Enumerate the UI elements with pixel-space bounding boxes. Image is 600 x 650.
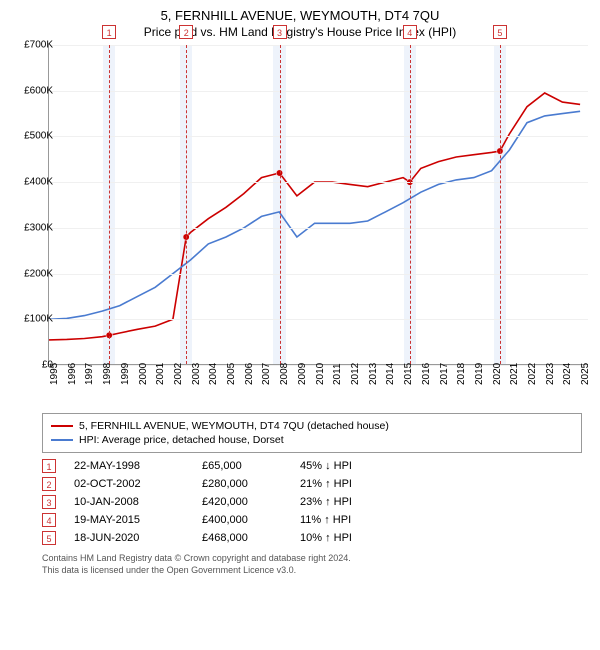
chart-title: 5, FERNHILL AVENUE, WEYMOUTH, DT4 7QU <box>8 8 592 23</box>
sale-marker-index: 2 <box>179 25 193 39</box>
sale-price: £468,000 <box>202 532 282 544</box>
sale-date: 18-JUN-2020 <box>74 532 184 544</box>
sale-diff-vs-hpi: 21% ↑ HPI <box>300 478 390 490</box>
y-axis-tick-label: £0 <box>9 360 53 371</box>
y-axis-tick-label: £700K <box>9 40 53 51</box>
sale-date: 22-MAY-1998 <box>74 460 184 472</box>
sale-date: 10-JAN-2008 <box>74 496 184 508</box>
sale-marker-line <box>410 45 411 364</box>
sale-marker-index: 1 <box>102 25 116 39</box>
sale-marker-index: 3 <box>273 25 287 39</box>
sale-date: 19-MAY-2015 <box>74 514 184 526</box>
chart-area: £0£100K£200K£300K£400K£500K£600K£700K199… <box>40 45 600 405</box>
sale-date: 02-OCT-2002 <box>74 478 184 490</box>
sale-price: £65,000 <box>202 460 282 472</box>
sale-index-box: 3 <box>42 495 56 509</box>
sale-row: 5 18-JUN-2020 £468,000 10% ↑ HPI <box>42 531 592 545</box>
legend-label: HPI: Average price, detached house, Dors… <box>79 434 284 446</box>
sale-row: 3 10-JAN-2008 £420,000 23% ↑ HPI <box>42 495 592 509</box>
sale-index-box: 1 <box>42 459 56 473</box>
sale-marker-line <box>500 45 501 364</box>
sale-price: £280,000 <box>202 478 282 490</box>
sale-row: 4 19-MAY-2015 £400,000 11% ↑ HPI <box>42 513 592 527</box>
sale-price: £420,000 <box>202 496 282 508</box>
sale-diff-vs-hpi: 10% ↑ HPI <box>300 532 390 544</box>
y-axis-tick-label: £400K <box>9 177 53 188</box>
sale-marker-index: 5 <box>493 25 507 39</box>
legend-swatch <box>51 439 73 441</box>
y-axis-tick-label: £500K <box>9 131 53 142</box>
sale-diff-vs-hpi: 45% ↓ HPI <box>300 460 390 472</box>
y-axis-tick-label: £600K <box>9 85 53 96</box>
legend: 5, FERNHILL AVENUE, WEYMOUTH, DT4 7QU (d… <box>42 413 582 453</box>
legend-item: 5, FERNHILL AVENUE, WEYMOUTH, DT4 7QU (d… <box>51 420 573 432</box>
sale-marker-line <box>280 45 281 364</box>
sale-marker-line <box>186 45 187 364</box>
sale-diff-vs-hpi: 23% ↑ HPI <box>300 496 390 508</box>
footnote-line: This data is licensed under the Open Gov… <box>42 565 592 577</box>
sale-marker-index: 4 <box>403 25 417 39</box>
y-axis-tick-label: £300K <box>9 222 53 233</box>
y-axis-tick-label: £200K <box>9 268 53 279</box>
footnote: Contains HM Land Registry data © Crown c… <box>42 553 592 576</box>
y-axis-tick-label: £100K <box>9 314 53 325</box>
sale-diff-vs-hpi: 11% ↑ HPI <box>300 514 390 526</box>
chart-container: 5, FERNHILL AVENUE, WEYMOUTH, DT4 7QU Pr… <box>0 0 600 650</box>
legend-label: 5, FERNHILL AVENUE, WEYMOUTH, DT4 7QU (d… <box>79 420 389 432</box>
footnote-line: Contains HM Land Registry data © Crown c… <box>42 553 592 565</box>
plot-svg <box>49 45 589 365</box>
sale-index-box: 4 <box>42 513 56 527</box>
sale-price: £400,000 <box>202 514 282 526</box>
sale-index-box: 5 <box>42 531 56 545</box>
legend-item: HPI: Average price, detached house, Dors… <box>51 434 573 446</box>
sale-index-box: 2 <box>42 477 56 491</box>
sale-row: 2 02-OCT-2002 £280,000 21% ↑ HPI <box>42 477 592 491</box>
legend-swatch <box>51 425 73 427</box>
sales-table: 1 22-MAY-1998 £65,000 45% ↓ HPI 2 02-OCT-2002… <box>42 459 592 545</box>
plot-area: £0£100K£200K£300K£400K£500K£600K£700K199… <box>48 45 588 365</box>
sale-row: 1 22-MAY-1998 £65,000 45% ↓ HPI <box>42 459 592 473</box>
sale-marker-line <box>109 45 110 364</box>
